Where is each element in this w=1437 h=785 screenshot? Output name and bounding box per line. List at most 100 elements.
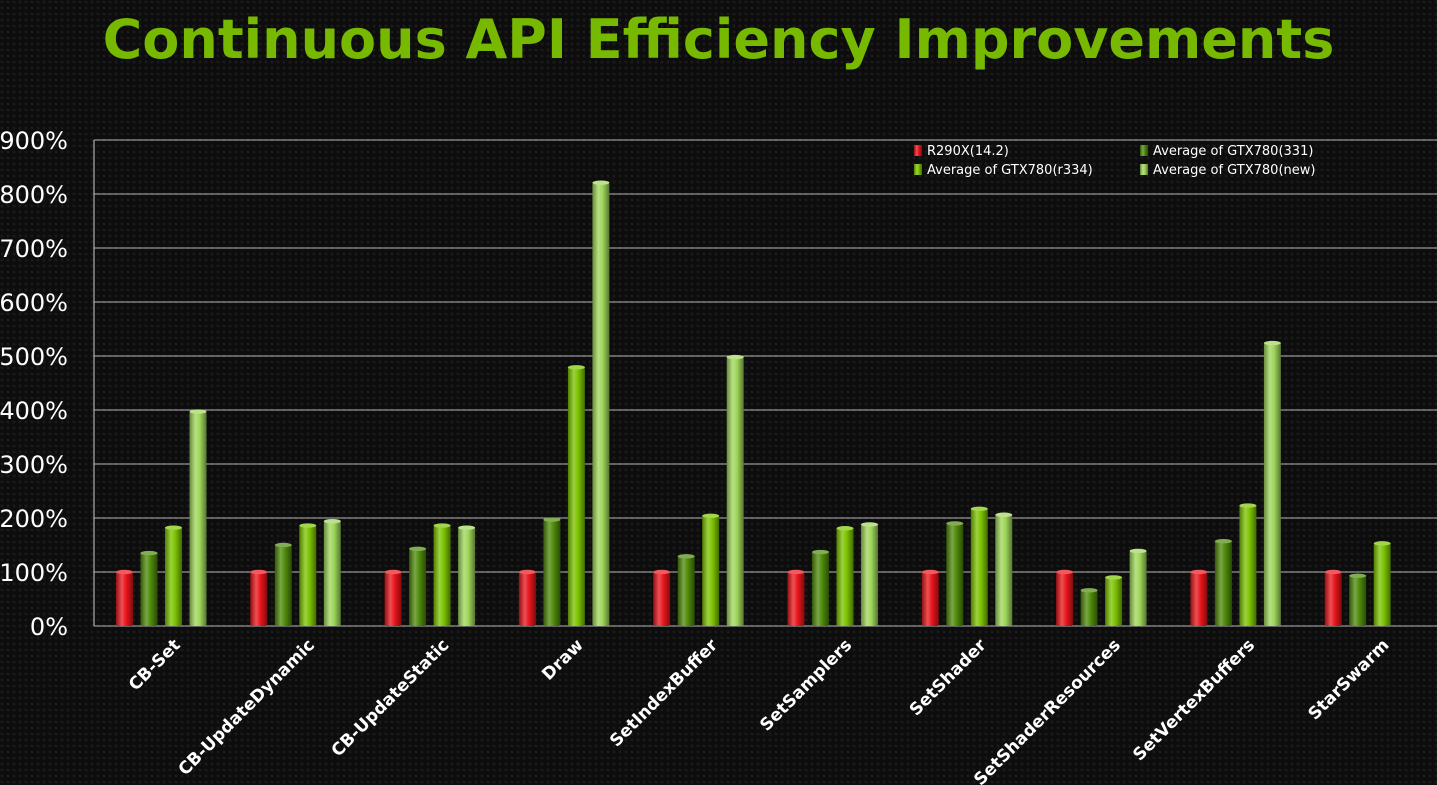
x-tick-label: SetShaderResources (970, 635, 1124, 785)
legend-swatch (914, 145, 922, 156)
y-tick-label: 600% (0, 289, 68, 317)
legend-label: Average of GTX780(r334) (927, 163, 1093, 178)
bar-cap (165, 525, 182, 530)
y-tick-label: 100% (0, 559, 68, 587)
y-tick-label: 500% (0, 343, 68, 371)
bar-cap (1373, 541, 1391, 546)
bar (861, 524, 878, 626)
x-tick-label: Draw (538, 635, 587, 684)
bar-cap (702, 513, 720, 519)
bar-cap (384, 569, 402, 575)
x-tick-label: StarSwarm (1304, 635, 1393, 724)
y-tick-label: 200% (0, 505, 68, 533)
bar (812, 552, 829, 626)
bar (836, 528, 854, 626)
bar-cap (274, 542, 292, 548)
bar-cap (1080, 588, 1098, 593)
bar-cap (323, 519, 341, 524)
bar-cap (458, 525, 476, 530)
bar (970, 508, 988, 626)
bar (1349, 575, 1367, 626)
bar (1373, 543, 1391, 626)
bar (250, 572, 268, 626)
legend-label: R290X(14.2) (927, 144, 1009, 159)
x-tick-label: SetVertexBuffers (1129, 635, 1259, 765)
y-tick-label: 400% (0, 397, 68, 425)
y-tick-label: 800% (0, 181, 68, 209)
bar (921, 572, 939, 626)
bar (1239, 505, 1257, 626)
bar (1214, 541, 1232, 626)
bar (299, 525, 317, 626)
bar (274, 545, 292, 626)
bar-cap (189, 409, 207, 414)
bar-cap (787, 569, 805, 575)
bar-cap (861, 522, 878, 527)
legend-swatch (1140, 164, 1148, 175)
bar (384, 572, 402, 626)
x-tick-label: CB-UpdateDynamic (175, 635, 319, 779)
bar (543, 519, 561, 626)
bar-cap (677, 554, 695, 559)
x-tick-label: SetSamplers (756, 635, 856, 735)
bar-cap (1214, 539, 1232, 544)
bar-cap (299, 523, 317, 528)
bar-cap (812, 549, 829, 555)
bar-cap (836, 526, 854, 531)
bar-cap (1190, 569, 1208, 575)
bar (189, 411, 207, 626)
y-tick-label: 0% (30, 613, 68, 641)
bar (567, 367, 585, 626)
bar (995, 514, 1013, 626)
bar (116, 572, 133, 626)
bar (409, 548, 427, 626)
legend-swatch (1140, 145, 1148, 156)
bar-cap (970, 506, 988, 512)
bar-cap (726, 354, 744, 360)
bar-cap (409, 546, 427, 551)
bar-cap (946, 521, 964, 526)
bar-cap (1263, 340, 1281, 346)
bar-cap (140, 550, 158, 556)
bar-cap (250, 569, 268, 575)
bar (165, 527, 182, 626)
bar (787, 572, 805, 626)
bar-cap (1129, 548, 1147, 554)
bar-cap (1056, 569, 1074, 575)
legend-label: Average of GTX780(331) (1153, 144, 1313, 159)
bar-cap (1349, 573, 1367, 578)
bar-cap (567, 365, 585, 370)
bar (702, 515, 720, 626)
bar-cap (592, 180, 610, 185)
bar-cap (921, 569, 939, 575)
x-tick-label: SetIndexBuffer (606, 635, 722, 751)
bar (946, 523, 964, 626)
x-tick-label: CB-UpdateStatic (328, 635, 454, 761)
bar (1080, 590, 1098, 626)
bar (726, 357, 744, 626)
bar (653, 572, 671, 626)
legend-label: Average of GTX780(new) (1153, 163, 1315, 178)
bar (592, 182, 610, 626)
bar (1190, 572, 1208, 626)
bars (116, 180, 1391, 626)
grid-lines (93, 139, 1437, 627)
legend-swatch (914, 164, 922, 175)
bar (677, 556, 695, 626)
bar-cap (1239, 503, 1257, 508)
bar (518, 572, 536, 626)
bar (1263, 343, 1281, 626)
legend: R290X(14.2) Average of GTX780(331) Average… (914, 144, 1315, 178)
bar-cap (1105, 575, 1123, 580)
bar (1324, 572, 1342, 626)
bar-cap (543, 517, 561, 522)
bar (1129, 550, 1147, 626)
bar-cap (116, 569, 133, 575)
y-axis-ticks: 0% 100% 200% 300% 400% 500% 600% 700% 800% 900% (0, 127, 68, 641)
bar (1056, 572, 1074, 626)
bar (323, 521, 341, 626)
bar (140, 553, 158, 626)
